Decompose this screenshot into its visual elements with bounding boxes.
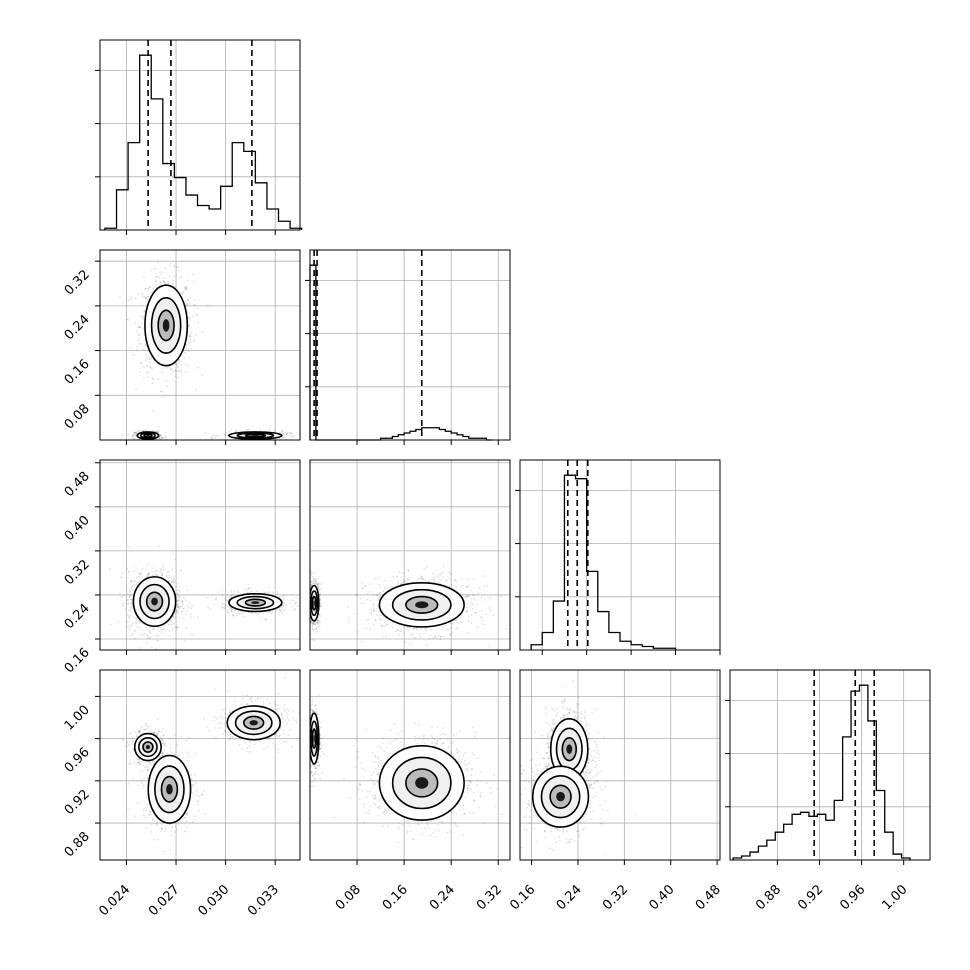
histogram-step [104, 54, 303, 230]
histogram-background [520, 460, 720, 650]
density-contour [166, 784, 173, 795]
histogram-background [100, 40, 300, 230]
scatter-background [520, 670, 720, 860]
density-contour [415, 601, 429, 609]
panel-frame [309, 249, 511, 441]
x-tick-label: 0.32 [600, 882, 631, 913]
scatter-panel-2-3: 0.16 0.24 0.32 0.40 0.48 [507, 669, 724, 913]
y-tick-label: 0.48 [62, 469, 93, 500]
y-tick-label: 0.92 [62, 787, 93, 818]
histogram-panel-3: 0.88 0.92 0.96 1.00 [725, 669, 931, 913]
scatter-background [100, 460, 300, 650]
density-contour [151, 597, 158, 606]
x-tick-label: 0.030 [196, 882, 233, 919]
y-tick-label: 0.88 [62, 829, 93, 860]
y-tick-label: 0.24 [62, 601, 93, 632]
density-contour [249, 720, 258, 726]
panel-frame [99, 39, 301, 231]
x-tick-label: 0.16 [507, 882, 538, 913]
histogram-step [732, 684, 911, 860]
x-tick-label: 0.033 [245, 882, 282, 919]
x-tick-label: 0.24 [427, 882, 458, 913]
scatter-background [100, 670, 300, 860]
panel-frame [519, 669, 721, 861]
histogram-panel-0 [95, 39, 303, 235]
density-contour [313, 600, 315, 606]
y-tick-label: 0.16 [62, 357, 93, 388]
density-contour [251, 601, 260, 605]
y-tick-label: 0.96 [62, 745, 93, 776]
x-tick-label: 0.08 [333, 882, 364, 913]
panel-frame [309, 459, 511, 651]
x-tick-label: 1.00 [879, 882, 910, 913]
x-tick-label: 0.16 [380, 882, 411, 913]
panel-frame [309, 669, 511, 861]
x-tick-label: 0.88 [753, 882, 784, 913]
histogram-panel-2 [515, 459, 721, 655]
x-tick-label: 0.024 [96, 882, 133, 919]
density-contour [146, 434, 150, 437]
x-tick-label: 0.48 [693, 882, 724, 913]
y-tick-label: 0.32 [62, 267, 93, 298]
density-contour [415, 777, 429, 789]
density-contour [251, 434, 260, 437]
panel-frame [99, 669, 301, 861]
density-contour [145, 744, 150, 750]
histogram-step [530, 474, 677, 650]
x-tick-label: 0.027 [146, 882, 183, 919]
y-tick-label: 0.32 [62, 557, 93, 588]
density-contour [556, 791, 565, 802]
histogram-background [310, 250, 510, 440]
x-tick-label: 0.92 [795, 882, 826, 913]
scatter-panel-0-1: 0.08 0.16 0.24 0.32 [62, 249, 301, 445]
scatter-panel-0-3: 0.88 0.92 0.96 1.00 0.024 0.027 0.030 0.033 [62, 669, 301, 919]
density-contour [313, 734, 315, 743]
y-tick-label: 0.40 [62, 513, 93, 544]
panel-frame [99, 249, 301, 441]
density-contour [566, 744, 573, 754]
panel-frame [99, 459, 301, 651]
y-tick-label: 0.08 [62, 402, 93, 433]
scatter-background [100, 250, 300, 440]
histogram-background [730, 670, 930, 860]
panel-frame [729, 669, 931, 861]
x-tick-label: 0.24 [554, 882, 585, 913]
y-tick-label: 0.24 [62, 312, 93, 343]
x-tick-label: 0.32 [474, 882, 505, 913]
scatter-panel-1-3: 0.08 0.16 0.24 0.32 [309, 669, 511, 913]
histogram-panel-1 [305, 249, 511, 445]
y-tick-label: 1.00 [62, 703, 93, 734]
scatter-panel-1-2 [309, 459, 511, 655]
x-tick-label: 0.96 [837, 882, 868, 913]
scatter-panel-0-2: 0.16 0.24 0.32 0.40 0.48 [62, 459, 301, 676]
panel-frame [519, 459, 721, 651]
density-contour [162, 319, 170, 332]
y-tick-label: 0.16 [62, 645, 93, 676]
x-tick-label: 0.40 [646, 882, 677, 913]
